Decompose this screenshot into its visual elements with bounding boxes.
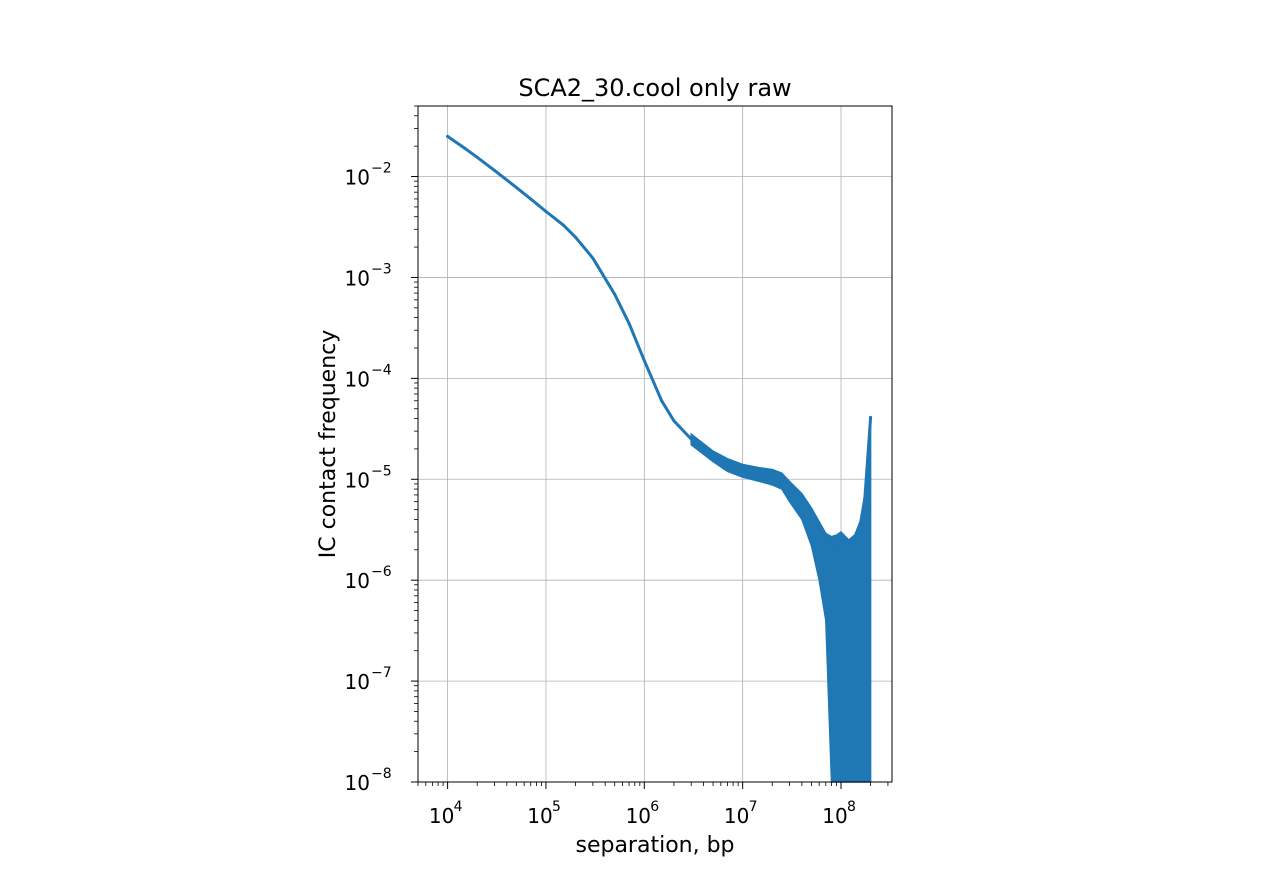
series-point [463,146,467,150]
x-tick-label: 10 [626,804,651,828]
x-tick-label: 10 [527,804,552,828]
series-point [770,475,774,479]
series-noise-band [690,417,872,783]
x-tick-label-exponent: 6 [650,799,659,815]
series-line [446,134,873,548]
series-point [839,544,843,548]
series-point [642,359,646,363]
chart-title: SCA2_30.cool only raw [518,74,791,102]
y-tick-label-exponent: −7 [371,665,392,681]
series-point [493,168,496,172]
series-point [475,155,479,159]
series-point [529,197,533,201]
series-point [869,415,873,419]
series-point [561,223,565,227]
grid-layer [418,106,892,783]
series-point [591,256,595,260]
y-tick-label: 10 [345,266,370,290]
y-tick-label: 10 [345,771,370,795]
y-tick-label-exponent: −6 [371,564,392,580]
axes-frame [417,105,893,783]
x-tick-label-exponent: 8 [847,799,856,815]
series-point [689,437,693,441]
series-point [758,471,762,475]
series-point [627,322,631,325]
series-line-layer [446,134,873,548]
y-tick-label: 10 [345,468,370,492]
series-band-layer [690,417,872,783]
y-tick-label-exponent: −4 [371,362,392,378]
series-point [711,454,715,458]
y-axis-label: IC contact frequency [316,330,341,559]
series-point [613,292,617,296]
series-point [809,512,813,516]
series-point [544,210,548,213]
series-point [824,533,828,537]
series-point [862,512,866,516]
x-tick-label: 10 [429,804,454,828]
y-tick-label: 10 [345,670,370,694]
series-point [446,134,450,138]
x-tick-label-exponent: 5 [552,799,561,815]
series-point [660,399,664,403]
series-point [830,544,833,548]
x-tick-label: 10 [724,804,749,828]
tick-layer [411,105,889,789]
y-tick-label-exponent: −3 [371,261,392,277]
series-point [574,235,578,239]
x-tick-label-exponent: 7 [749,799,758,815]
series-point [788,487,792,491]
x-axis-label: separation, bp [575,833,734,858]
y-tick-label: 10 [345,569,370,593]
y-tick-label: 10 [345,367,370,391]
series-point [741,469,745,473]
y-tick-label-exponent: −5 [371,463,392,479]
series-point [514,185,518,189]
y-tick-label-exponent: −2 [371,161,392,177]
series-point [817,523,821,527]
series-point [800,500,804,504]
y-tick-label-exponent: −8 [371,766,392,782]
x-tick-label-exponent: 4 [454,799,463,815]
y-tick-label: 10 [345,166,370,190]
series-point [850,542,854,546]
x-tick-label: 10 [822,804,847,828]
series-point [725,463,729,466]
series-point [672,419,676,423]
tick-label-layer: 10 4 10 5 10 6 10 7 10 810 −810 −710 −610 −510 −410 −31… [345,161,856,828]
